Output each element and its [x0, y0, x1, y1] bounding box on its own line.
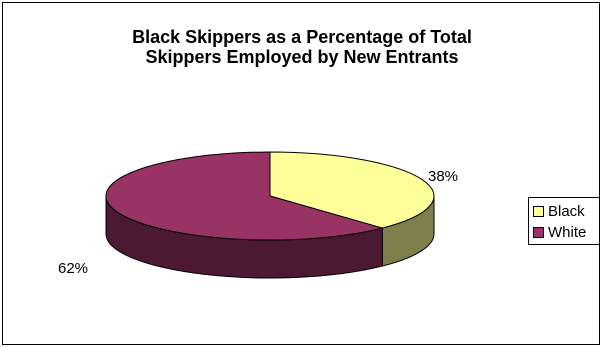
pie-chart: 38% 62%: [3, 3, 601, 346]
legend: Black White: [528, 197, 600, 245]
legend-item-black: Black: [533, 201, 585, 221]
slice-label-white: 62%: [58, 260, 88, 277]
legend-label-black: Black: [548, 203, 585, 220]
legend-swatch-white: [533, 227, 544, 238]
slice-label-black: 38%: [428, 168, 458, 185]
legend-item-white: White: [533, 222, 586, 242]
legend-label-white: White: [548, 224, 586, 241]
legend-swatch-black: [533, 206, 544, 217]
